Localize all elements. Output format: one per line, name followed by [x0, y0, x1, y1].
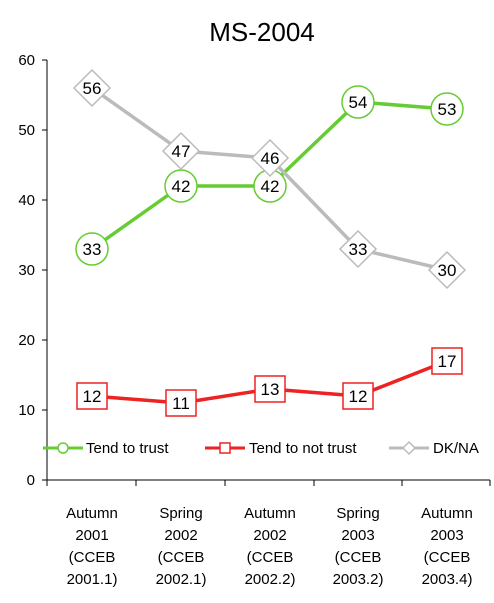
series-layer: 12 11 13 12 17 33 42 42 54 53 56 47 46 33 30: [72, 68, 467, 417]
data-point: [430, 92, 464, 126]
data-label: 13: [261, 380, 280, 399]
y-tick-label: 40: [18, 192, 35, 209]
legend-marker: [401, 440, 417, 456]
data-point: [338, 229, 378, 269]
data-point: [72, 68, 112, 108]
legend-item: DK/NA: [389, 440, 479, 457]
y-tick-label: 50: [18, 122, 35, 139]
legend-marker: [219, 442, 231, 454]
category-label-line: (CCEB: [335, 549, 382, 566]
category-label-line: (CCEB: [424, 549, 471, 566]
data-label: 42: [172, 177, 191, 196]
category-label: Spring 2003 (CCEB 2003.2): [333, 505, 384, 588]
category-label-line: 2001: [75, 527, 108, 544]
data-point: [165, 389, 197, 417]
category-label-line: Autumn: [421, 505, 473, 522]
category-label: Spring 2002 (CCEB 2002.1): [156, 505, 207, 588]
chart-title: MS-2004: [209, 17, 315, 47]
data-label: 17: [438, 352, 457, 371]
data-label: 12: [83, 387, 102, 406]
legend-item: Tend to not trust: [205, 440, 357, 457]
data-label: 46: [261, 149, 280, 168]
category-label-line: 2002.1): [156, 571, 207, 588]
data-label: 54: [349, 93, 368, 112]
category-label-line: 2002: [253, 527, 286, 544]
data-point: [76, 382, 108, 410]
data-point: [254, 375, 286, 403]
data-point: [431, 347, 463, 375]
legend-label: DK/NA: [433, 440, 479, 457]
data-label: 30: [438, 261, 457, 280]
category-label-line: 2003.4): [422, 571, 473, 588]
y-tick-label: 30: [18, 262, 35, 279]
data-label: 42: [261, 177, 280, 196]
legend: Tend to trust Tend to not trust DK/NA: [43, 440, 479, 457]
data-label: 56: [83, 79, 102, 98]
category-labels: Autumn 2001 (CCEB 2001.1) Spring 2002 (CCEB 200…: [66, 505, 473, 588]
data-label: 33: [83, 240, 102, 259]
category-label-line: 2003: [341, 527, 374, 544]
category-label-line: (CCEB: [69, 549, 116, 566]
legend-label: Tend to trust: [86, 440, 169, 457]
data-label: 11: [172, 394, 190, 413]
series-dk-na: 56 47 46 33 30: [72, 68, 467, 290]
category-label-line: 2001.1): [67, 571, 118, 588]
data-label: 33: [349, 240, 368, 259]
data-point: [250, 138, 290, 178]
data-point: [342, 382, 374, 410]
category-label: Autumn 2001 (CCEB 2001.1): [66, 505, 118, 588]
y-tick-label: 10: [18, 402, 35, 419]
data-label: 53: [438, 100, 457, 119]
data-label: 12: [349, 387, 368, 406]
data-point: [427, 250, 467, 290]
category-label-line: 2002.2): [245, 571, 296, 588]
data-label: 47: [172, 142, 191, 161]
y-tick-label: 20: [18, 332, 35, 349]
legend-marker: [57, 442, 69, 454]
category-label-line: (CCEB: [247, 549, 294, 566]
category-label-line: Spring: [336, 505, 379, 522]
category-label-line: 2002: [164, 527, 197, 544]
category-label-line: Autumn: [66, 505, 118, 522]
category-label-line: Spring: [159, 505, 202, 522]
category-label-line: 2003.2): [333, 571, 384, 588]
data-point: [341, 85, 375, 119]
y-tick-label: 0: [27, 472, 35, 489]
data-point: [75, 232, 109, 266]
category-label-line: 2003: [430, 527, 463, 544]
series-tend-to-not-trust: 12 11 13 12 17: [76, 347, 463, 417]
category-label-line: Autumn: [244, 505, 296, 522]
legend-item: Tend to trust: [43, 440, 169, 457]
legend-label: Tend to not trust: [249, 440, 357, 457]
data-point: [161, 131, 201, 171]
category-label: Autumn 2003 (CCEB 2003.4): [421, 505, 473, 588]
category-label: Autumn 2002 (CCEB 2002.2): [244, 505, 296, 588]
category-label-line: (CCEB: [158, 549, 205, 566]
y-tick-label: 60: [18, 52, 35, 69]
axes: 0 10 20 30 40 50 60: [18, 52, 491, 489]
